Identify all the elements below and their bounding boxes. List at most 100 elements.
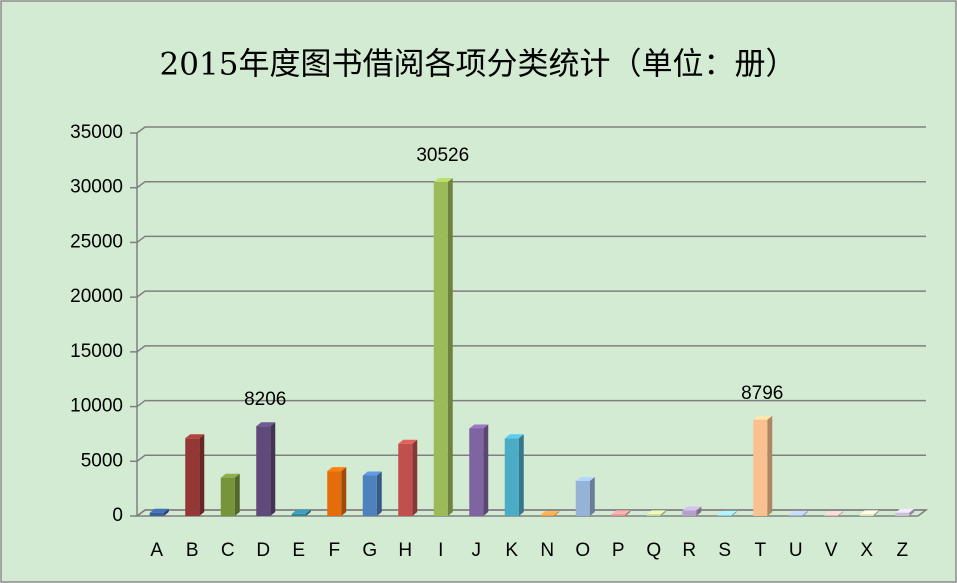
y-tick-label: 5000 [81, 450, 123, 471]
bar [717, 510, 737, 516]
bar [149, 508, 169, 516]
bar-top [611, 510, 631, 515]
bar [611, 510, 631, 516]
bar [540, 511, 560, 516]
bar-top [575, 476, 595, 481]
data-label: 8206 [244, 389, 286, 410]
bar-face [753, 419, 768, 516]
bar [575, 476, 595, 516]
x-tick-label: D [256, 540, 270, 561]
grid-line [136, 399, 926, 408]
x-tick-label: I [438, 540, 443, 561]
bar-side [909, 508, 915, 516]
y-tick-label: 25000 [70, 231, 123, 252]
bar [398, 439, 418, 516]
bar-side [412, 439, 418, 516]
bar-face [540, 515, 555, 516]
bar-side [376, 471, 382, 516]
bar-face [504, 438, 519, 516]
y-tick-label: 35000 [70, 122, 123, 143]
bar-side [341, 467, 347, 516]
bar-side [873, 510, 879, 516]
x-tick-label: N [540, 540, 554, 561]
x-tick-label: V [825, 540, 838, 561]
bar [682, 506, 702, 516]
y-tick-label: 15000 [70, 341, 123, 362]
bar-top [540, 511, 560, 516]
bar-side [305, 509, 311, 516]
x-tick-label: G [362, 540, 377, 561]
x-tick-label: X [860, 540, 873, 561]
data-label: 8796 [741, 383, 783, 404]
bar-top [256, 422, 276, 427]
x-tick-label: A [150, 540, 163, 561]
bar-side [802, 510, 808, 516]
bar-side [163, 508, 169, 516]
y-tick-label: 20000 [70, 286, 123, 307]
data-label: 30526 [416, 145, 469, 166]
bar [895, 508, 915, 516]
bar-top [788, 510, 808, 515]
bar-side [199, 434, 205, 516]
bar-face [717, 514, 732, 516]
x-tick-label: O [575, 540, 590, 561]
grid-line [136, 235, 926, 244]
bar-face [327, 471, 342, 516]
x-tick-label: B [186, 540, 199, 561]
bar-face [859, 514, 874, 516]
bar-top [717, 510, 737, 515]
bar [256, 422, 276, 516]
bar-face [682, 510, 697, 516]
bar-top [646, 510, 666, 515]
y-tick-label: 10000 [70, 396, 123, 417]
bar-top [291, 509, 311, 514]
bar-face [291, 513, 306, 516]
x-tick-label: K [505, 540, 518, 561]
bar-face [398, 443, 413, 516]
grid-line [136, 180, 926, 189]
bar-side [660, 510, 666, 516]
grid-line [136, 290, 926, 298]
bar-face [646, 514, 661, 516]
grid-line [136, 509, 926, 517]
bar [504, 434, 524, 516]
bar-face [575, 480, 590, 516]
bar [185, 434, 205, 516]
x-tick-label: F [328, 540, 340, 561]
bar [788, 510, 808, 516]
bar [433, 177, 453, 516]
bar-side [731, 510, 737, 516]
x-tick-label: Z [896, 540, 908, 561]
bar-face [788, 514, 803, 516]
y-tick-label: 0 [112, 505, 123, 526]
bar [291, 509, 311, 516]
x-tick-label: H [398, 540, 412, 561]
bar-top [753, 415, 773, 420]
bar-top [362, 471, 382, 476]
bar-top [504, 434, 524, 439]
x-tick-label: U [789, 540, 803, 561]
bar-side [234, 473, 240, 516]
bar [859, 510, 879, 516]
x-tick-label: J [472, 540, 482, 561]
bar-side [589, 476, 595, 516]
bar [824, 511, 844, 516]
bar-side [483, 424, 489, 516]
bar-side [625, 510, 631, 516]
bar [469, 424, 489, 516]
bar-top [185, 434, 205, 439]
bar-top [469, 424, 489, 429]
bar-top [398, 439, 418, 444]
bar [362, 471, 382, 516]
bar-face [185, 438, 200, 516]
bar-side [270, 422, 276, 516]
bar-face [469, 428, 484, 516]
bar-face [149, 512, 164, 516]
x-tick-label: C [221, 540, 235, 561]
bar-face [433, 181, 448, 516]
bar-side [838, 511, 844, 516]
bar-top [859, 510, 879, 515]
bar [220, 473, 240, 516]
bar [646, 510, 666, 516]
